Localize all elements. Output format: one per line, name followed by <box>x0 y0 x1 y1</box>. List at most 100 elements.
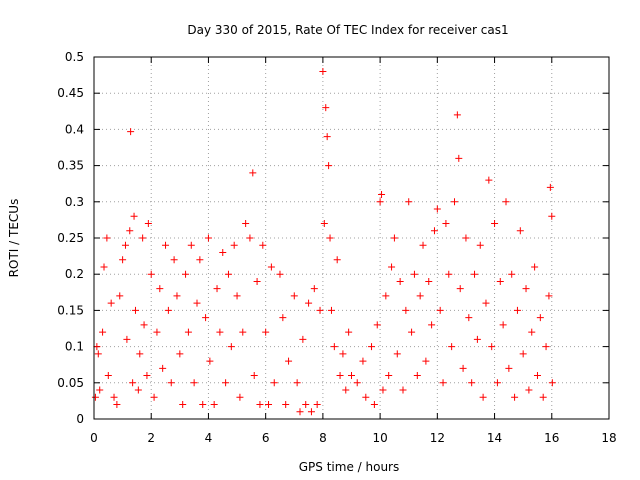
data-point <box>542 343 550 351</box>
data-point <box>359 357 367 365</box>
data-point <box>296 408 304 416</box>
data-point <box>368 343 376 351</box>
data-point <box>468 379 476 387</box>
data-point <box>103 234 111 242</box>
data-point <box>476 241 484 249</box>
data-point <box>336 372 344 380</box>
data-point <box>410 270 418 278</box>
y-tick-label: 0.4 <box>65 122 84 136</box>
data-point <box>216 328 224 336</box>
x-tick-label: 18 <box>601 431 616 445</box>
x-tick-label: 8 <box>319 431 327 445</box>
data-point <box>405 198 413 206</box>
y-tick-label: 0.1 <box>65 340 84 354</box>
data-point <box>94 350 102 358</box>
data-point <box>548 212 556 220</box>
data-point <box>390 234 398 242</box>
data-point <box>156 285 164 293</box>
data-point <box>373 321 381 329</box>
data-point <box>496 277 504 285</box>
y-tick-label: 0.3 <box>65 195 84 209</box>
data-point <box>162 241 170 249</box>
data-point <box>267 263 275 271</box>
data-point <box>516 227 524 235</box>
x-tick-label: 6 <box>262 431 270 445</box>
data-point <box>325 162 333 170</box>
data-point <box>448 343 456 351</box>
data-point <box>143 372 151 380</box>
data-point <box>522 285 530 293</box>
data-point <box>173 292 181 300</box>
data-point <box>396 277 404 285</box>
data-point <box>531 263 539 271</box>
data-point <box>302 401 310 409</box>
data-point <box>219 248 227 256</box>
data-point <box>182 270 190 278</box>
data-point <box>326 234 334 242</box>
data-point <box>227 343 235 351</box>
x-tick-label: 10 <box>372 431 387 445</box>
data-point <box>193 299 201 307</box>
data-point <box>310 285 318 293</box>
data-point <box>456 285 464 293</box>
data-point <box>136 350 144 358</box>
data-point <box>327 306 335 314</box>
data-point <box>388 263 396 271</box>
data-point <box>153 328 161 336</box>
data-point <box>126 227 134 235</box>
data-point <box>320 220 328 228</box>
data-point <box>482 299 490 307</box>
y-tick-label: 0.5 <box>65 50 84 64</box>
data-point <box>471 270 479 278</box>
data-point <box>123 335 131 343</box>
data-point <box>342 386 350 394</box>
data-point <box>323 133 331 141</box>
data-point <box>204 234 212 242</box>
data-point <box>385 372 393 380</box>
data-point <box>379 386 387 394</box>
data-point <box>502 198 510 206</box>
x-tick-label: 12 <box>430 431 445 445</box>
data-point <box>265 401 273 409</box>
data-points <box>91 67 556 416</box>
data-point <box>239 328 247 336</box>
data-point <box>147 270 155 278</box>
data-point <box>121 241 129 249</box>
data-point <box>455 154 463 162</box>
data-point <box>139 234 147 242</box>
grid-lines <box>94 57 609 419</box>
data-point <box>519 350 527 358</box>
data-point <box>99 328 107 336</box>
data-point <box>262 328 270 336</box>
y-tick-label: 0.45 <box>57 86 84 100</box>
data-point <box>370 401 378 409</box>
data-point <box>511 393 519 401</box>
data-point <box>202 314 210 322</box>
y-tick-label: 0.2 <box>65 267 84 281</box>
data-point <box>430 227 438 235</box>
data-point <box>282 401 290 409</box>
data-point <box>236 393 244 401</box>
y-tick-label: 0.05 <box>57 376 84 390</box>
data-point <box>113 401 121 409</box>
data-point <box>224 270 232 278</box>
data-point <box>479 393 487 401</box>
data-point <box>442 220 450 228</box>
data-point <box>276 270 284 278</box>
data-point <box>293 379 301 387</box>
data-point <box>459 364 467 372</box>
data-point <box>376 198 384 206</box>
y-axis-label: ROTI / TECUs <box>7 199 21 278</box>
data-point <box>348 372 355 380</box>
data-point <box>339 350 347 358</box>
data-point <box>246 234 254 242</box>
y-tick-label: 0.35 <box>57 159 84 173</box>
data-point <box>104 372 112 380</box>
data-point <box>119 256 127 264</box>
data-point <box>548 379 556 387</box>
y-tick-label: 0 <box>76 412 84 426</box>
data-point <box>167 379 175 387</box>
data-point <box>134 386 142 394</box>
data-point <box>491 220 499 228</box>
data-point <box>279 314 287 322</box>
